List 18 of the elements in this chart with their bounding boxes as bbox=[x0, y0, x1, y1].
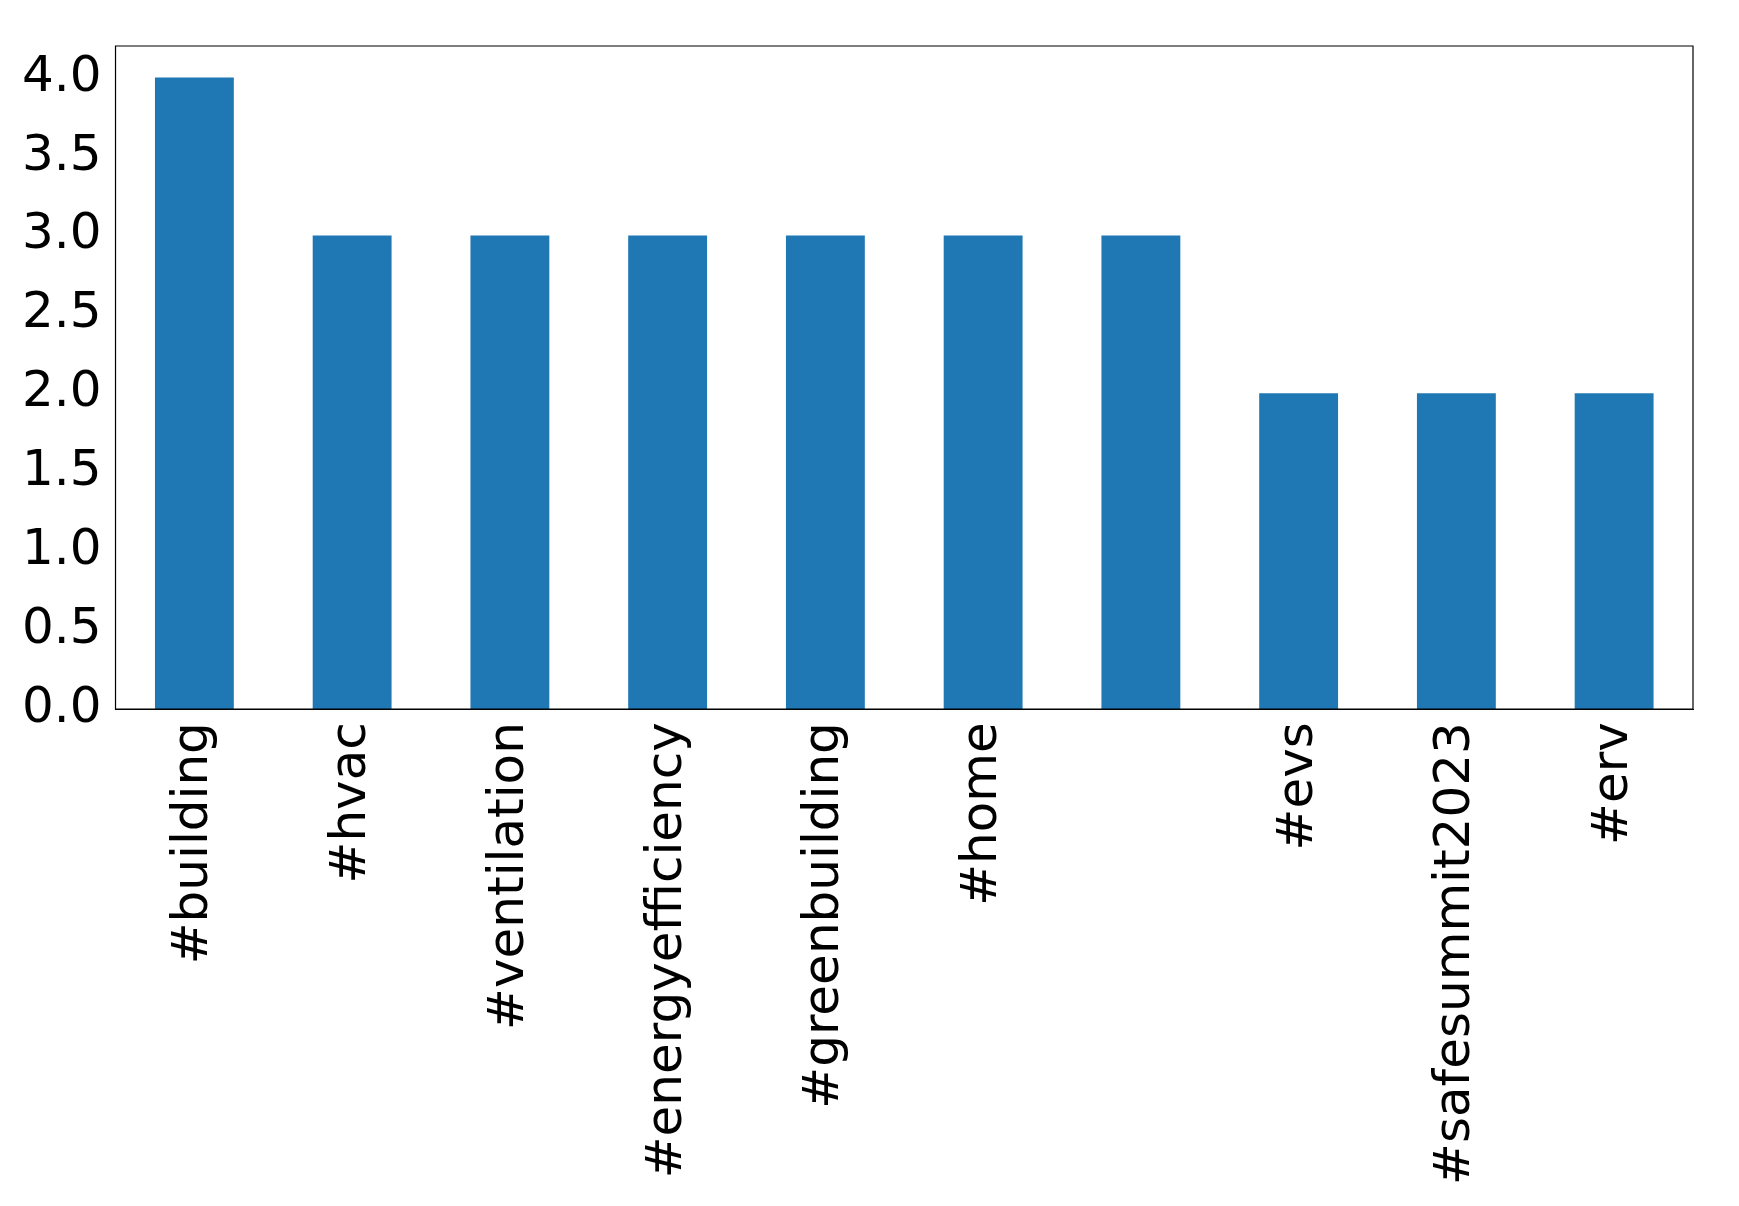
y-tick-label: 0.5 bbox=[21, 597, 102, 656]
x-tick-label: #energyefficiency bbox=[634, 722, 693, 1179]
y-tick-label: 1.5 bbox=[21, 439, 102, 498]
x-tick-label: #greenbuilding bbox=[792, 722, 851, 1109]
y-tick-label: 2.5 bbox=[21, 281, 102, 340]
x-tick-label: #safesummit2023 bbox=[1423, 722, 1482, 1185]
x-tick-label: #evs bbox=[1265, 722, 1324, 851]
x-tick-label: #ventilation bbox=[476, 722, 535, 1030]
x-tick-label: #building bbox=[161, 722, 220, 965]
y-tick-label: 2.0 bbox=[21, 360, 102, 419]
y-tick-label: 0.0 bbox=[21, 676, 102, 735]
x-tick-label: #hvac bbox=[319, 722, 378, 884]
y-tick-label: 3.0 bbox=[21, 202, 102, 261]
x-tick-label: #erv bbox=[1581, 722, 1640, 845]
y-tick-label: 4.0 bbox=[21, 44, 102, 103]
y-tick-label: 1.0 bbox=[21, 518, 102, 577]
y-tick-label: 3.5 bbox=[21, 123, 102, 182]
x-tick-label: #home bbox=[950, 722, 1009, 906]
